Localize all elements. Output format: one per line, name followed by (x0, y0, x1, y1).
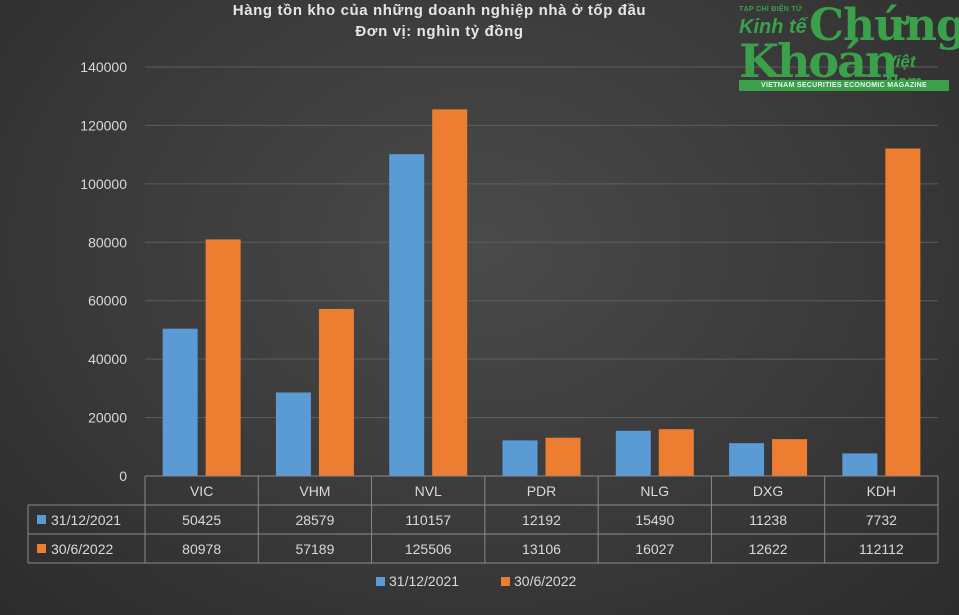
y-tick-label: 120000 (80, 117, 127, 133)
legend-key (501, 577, 510, 586)
bar (772, 439, 808, 476)
bar (389, 154, 425, 476)
data-label: 112112 (859, 541, 904, 557)
y-tick-label: 20000 (88, 410, 127, 426)
y-tick-label: 40000 (88, 351, 127, 367)
logo-magazine: VIETNAM SECURITIES ECONOMIC MAGAZINE (739, 80, 949, 91)
table-legend-key (37, 544, 46, 553)
logo-small-text: TẠP CHÍ ĐIỆN TỬ (739, 6, 803, 13)
bar (318, 308, 354, 476)
y-tick-label: 0 (119, 468, 127, 484)
data-label: 80978 (182, 541, 221, 557)
legend-label: 30/6/2022 (514, 573, 576, 589)
logo-khoan: Khoán (739, 34, 898, 88)
publisher-logo: TẠP CHÍ ĐIỆN TỬ Kinh tế Chứng Khoán Việt… (737, 0, 959, 92)
table-series-name: 30/6/2022 (51, 541, 113, 557)
bar (205, 239, 241, 476)
y-tick-label: 60000 (88, 293, 127, 309)
bar (502, 440, 538, 476)
table-series-name: 31/12/2021 (51, 512, 121, 528)
bar (432, 109, 468, 476)
bar (842, 453, 878, 476)
x-tick-label: PDR (527, 483, 557, 499)
x-tick-label: VHM (299, 483, 330, 499)
bar (729, 443, 765, 476)
chart-subtitle: Đơn vị: nghìn tỷ đồng (355, 23, 524, 40)
bar (885, 148, 921, 477)
bar (615, 430, 651, 476)
x-tick-label: NVL (415, 483, 442, 499)
logo-kinhte: Kinh tế (739, 16, 807, 38)
bar (658, 429, 694, 476)
x-tick-label: NLG (640, 483, 669, 499)
y-tick-label: 140000 (80, 59, 127, 75)
table-legend-key (37, 515, 46, 524)
bar (162, 328, 198, 476)
data-label: 50425 (182, 512, 221, 528)
data-label: 28579 (295, 512, 334, 528)
bar (545, 437, 581, 476)
data-label: 12622 (749, 541, 788, 557)
legend-label: 31/12/2021 (389, 573, 459, 589)
data-label: 7732 (866, 512, 897, 528)
chart-title: Hàng tồn kho của những doanh nghiệp nhà … (232, 2, 647, 19)
x-tick-label: DXG (753, 483, 783, 499)
data-label: 125506 (405, 541, 452, 557)
y-tick-label: 100000 (80, 176, 127, 192)
data-label: 13106 (522, 541, 561, 557)
data-label: 12192 (522, 512, 561, 528)
y-tick-label: 80000 (88, 234, 127, 250)
logo-chung: Chứng (809, 0, 959, 51)
x-tick-label: KDH (867, 483, 897, 499)
legend-key (376, 577, 385, 586)
data-label: 11238 (749, 512, 787, 528)
data-label: 15490 (635, 512, 674, 528)
data-label: 57189 (295, 541, 334, 557)
data-label: 110157 (405, 512, 451, 528)
x-tick-label: VIC (190, 483, 213, 499)
data-label: 16027 (635, 541, 674, 557)
bar (275, 392, 311, 476)
